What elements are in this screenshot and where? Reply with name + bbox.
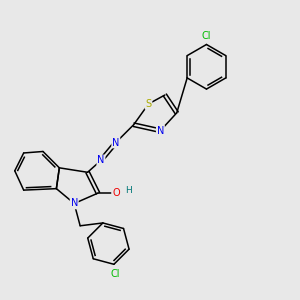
Text: N: N (157, 126, 164, 136)
Text: Cl: Cl (202, 31, 211, 41)
Text: N: N (97, 155, 105, 165)
Text: N: N (112, 138, 119, 148)
Text: H: H (125, 186, 132, 195)
Text: S: S (146, 99, 152, 109)
Text: Cl: Cl (111, 269, 120, 279)
Text: N: N (70, 199, 78, 208)
Text: O: O (112, 188, 120, 198)
